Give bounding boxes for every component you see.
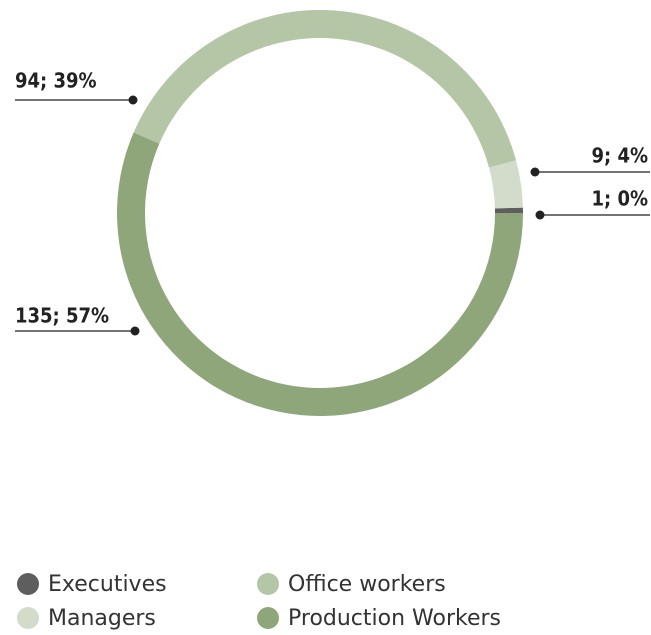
legend-label: Office workers: [288, 572, 446, 597]
donut-segment: [133, 10, 517, 168]
legend-swatch: [17, 573, 39, 595]
leader-dot: [128, 95, 138, 105]
donut-segment: [494, 207, 523, 213]
legend-swatch: [257, 607, 279, 629]
donut-segment: [488, 160, 523, 209]
legend-swatch: [257, 573, 279, 595]
leader-dot: [530, 167, 540, 177]
donut-segment: [117, 132, 523, 417]
legend-label: Managers: [48, 606, 156, 631]
value-label: 94; 39%: [15, 69, 97, 93]
value-label: 135; 57%: [15, 304, 109, 328]
legend-label: Executives: [48, 572, 167, 597]
value-label: 9; 4%: [591, 144, 648, 168]
leader-dot: [535, 210, 545, 220]
value-label: 1; 0%: [591, 187, 648, 211]
legend-label: Production Workers: [288, 606, 501, 631]
leader-dot: [130, 326, 140, 336]
legend-swatch: [17, 607, 39, 629]
